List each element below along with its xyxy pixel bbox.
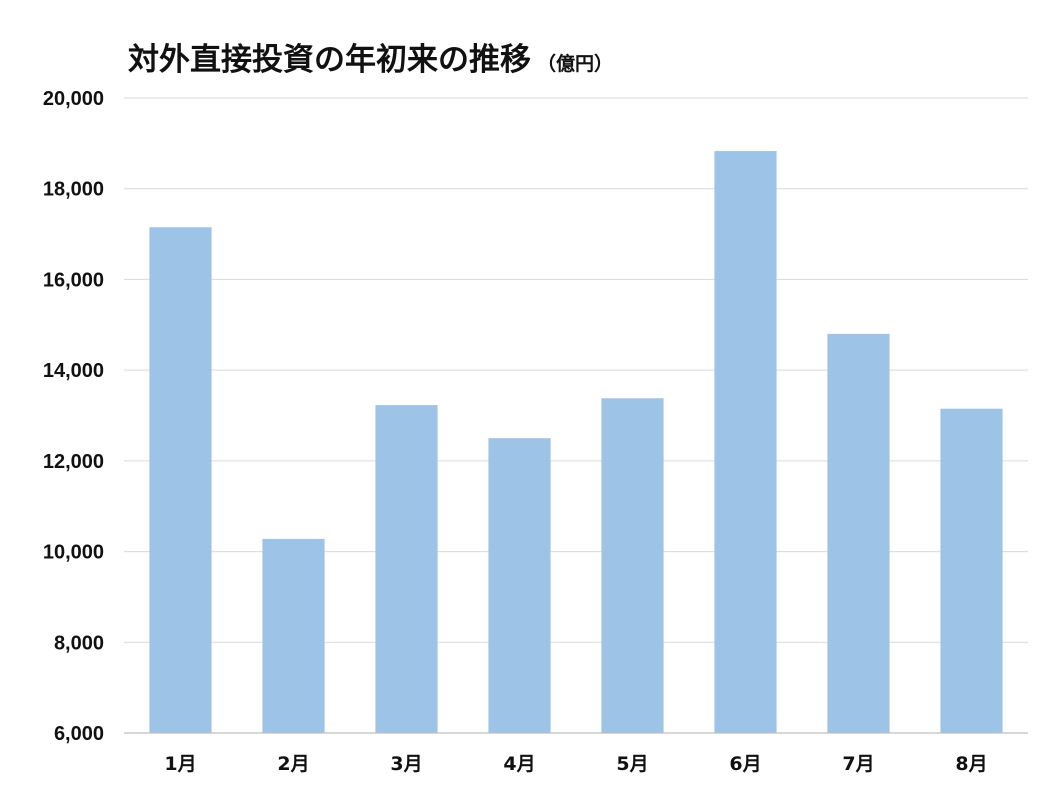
y-tick-label: 20,000 — [43, 88, 104, 110]
chart-title-text: 対外直接投資の年初来の推移 — [128, 42, 531, 78]
bar — [601, 398, 664, 733]
y-tick-label: 14,000 — [43, 360, 104, 382]
x-category-label: 8月 — [955, 753, 987, 775]
chart-unit-label: （億円） — [537, 53, 614, 75]
x-axis-category-labels: 1月 2月 3月 4月 5月 6月 7月 8月 — [164, 753, 987, 775]
x-category-label: 1月 — [164, 753, 196, 775]
bar — [262, 538, 325, 733]
y-tick-label: 6,000 — [54, 723, 104, 745]
bar — [375, 405, 438, 733]
bars — [149, 151, 1003, 733]
x-category-label: 7月 — [842, 753, 874, 775]
bar — [488, 438, 551, 733]
y-tick-label: 18,000 — [43, 179, 104, 201]
gridlines — [124, 97, 1028, 643]
y-tick-label: 12,000 — [43, 451, 104, 473]
bar — [940, 408, 1003, 733]
y-tick-label: 8,000 — [54, 632, 104, 654]
y-tick-label: 10,000 — [43, 542, 104, 564]
x-category-label: 2月 — [277, 753, 309, 775]
x-category-label: 6月 — [729, 753, 761, 775]
y-tick-label: 16,000 — [43, 269, 104, 291]
bar — [149, 227, 212, 733]
x-category-label: 4月 — [503, 753, 535, 775]
x-category-label: 5月 — [616, 753, 648, 775]
bar — [827, 333, 890, 733]
chart-title: 対外直接投資の年初来の推移 （億円） — [128, 34, 613, 79]
y-axis-tick-labels: 6,000 8,000 10,000 12,000 14,000 16,000 18,000… — [43, 88, 104, 745]
x-category-label: 3月 — [390, 753, 422, 775]
bar — [714, 151, 777, 733]
